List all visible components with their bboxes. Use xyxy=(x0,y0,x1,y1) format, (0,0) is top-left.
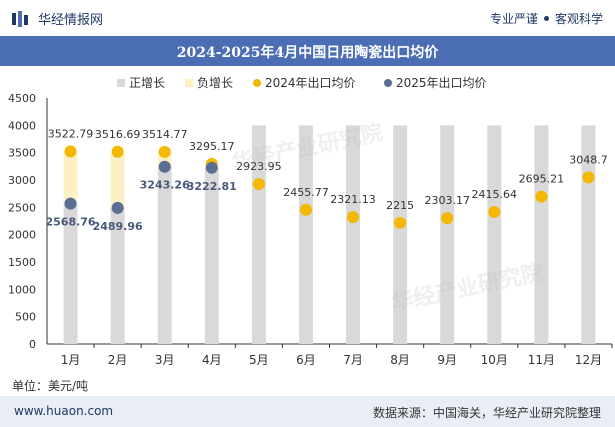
data-point-2024 xyxy=(64,145,77,158)
data-label-2024: 3516.69 xyxy=(95,128,141,141)
tagline-dot-icon xyxy=(543,16,549,21)
x-tick-label: 7月 xyxy=(343,353,363,367)
data-label-2024: 2415.64 xyxy=(472,188,518,201)
x-tick-label: 4月 xyxy=(202,353,222,367)
data-point-2024 xyxy=(582,171,595,184)
tagline-left: 专业严谨 xyxy=(489,12,538,26)
x-tick-label: 11月 xyxy=(528,353,555,367)
x-tick-label: 2月 xyxy=(108,353,128,367)
brand: 华经情报网 xyxy=(12,9,103,28)
data-point-2025 xyxy=(205,161,218,174)
legend-marker xyxy=(253,79,261,87)
negative-growth-base-bar xyxy=(204,167,219,344)
legend-label: 2025年出口均价 xyxy=(396,76,487,90)
tagline-right: 客观科学 xyxy=(554,12,603,26)
website-link[interactable]: www.huaon.com xyxy=(14,404,114,418)
chart-area: 正增长 负增长 2024年出口均价 2025年出口均价 0 500 1000 1500 2000… xyxy=(8,76,613,367)
y-tick-label: 3500 xyxy=(8,147,36,160)
y-tick-label: 2500 xyxy=(8,201,36,214)
legend-swatch xyxy=(117,79,125,87)
positive-growth-bar xyxy=(534,125,549,344)
data-point-2025 xyxy=(64,197,77,210)
data-label-2024: 2303.17 xyxy=(424,194,470,207)
data-point-2024 xyxy=(347,211,360,224)
x-tick-label: 3月 xyxy=(155,353,175,367)
x-tick-label: 10月 xyxy=(481,353,508,367)
y-tick-label: 1500 xyxy=(8,256,36,269)
data-label-2024: 3048.7 xyxy=(569,153,608,166)
unit-label: 单位：美元/吨 xyxy=(12,379,89,393)
data-label-2024: 3514.77 xyxy=(142,128,188,141)
data-point-2025 xyxy=(158,160,171,173)
x-tick-label: 1月 xyxy=(61,353,81,367)
legend-label: 负增长 xyxy=(197,76,233,90)
data-label-2024: 2923.95 xyxy=(236,160,282,173)
footer: www.huaon.com 数据来源：中国海关，华经产业研究院整理 xyxy=(0,396,615,427)
y-tick-label: 500 xyxy=(15,311,36,324)
data-source: 数据来源：中国海关，华经产业研究院整理 xyxy=(372,406,601,420)
y-tick-label: 4000 xyxy=(8,119,36,132)
y-tick-label: 0 xyxy=(29,338,36,351)
data-label-2024: 3295.17 xyxy=(189,140,235,153)
negative-growth-base-bar xyxy=(110,207,125,344)
data-point-2024 xyxy=(158,145,171,158)
positive-growth-bar xyxy=(298,125,313,344)
y-tick-label: 2000 xyxy=(8,229,36,242)
data-label-2025: 3222.81 xyxy=(187,180,237,193)
top-bar: 华经情报网 专业严谨 客观科学 xyxy=(0,0,615,36)
data-label-2024: 2455.77 xyxy=(283,186,329,199)
legend-swatch xyxy=(185,79,193,87)
positive-growth-bar xyxy=(487,125,502,344)
positive-growth-bar xyxy=(346,125,361,344)
chart-title: 2024-2025年4月中国日用陶瓷出口均价 xyxy=(176,45,439,61)
data-label-2024: 3522.79 xyxy=(48,127,94,140)
data-point-2024 xyxy=(535,190,548,203)
y-tick-label: 3000 xyxy=(8,174,36,187)
data-point-2024 xyxy=(111,145,124,158)
y-tick-label: 1000 xyxy=(8,283,36,296)
legend-label: 2024年出口均价 xyxy=(265,76,356,90)
negative-growth-base-bar xyxy=(63,203,78,344)
title-bar: 2024-2025年4月中国日用陶瓷出口均价 xyxy=(0,36,615,66)
negative-growth-base-bar xyxy=(157,166,172,344)
data-point-2024 xyxy=(394,216,407,229)
data-label-2025: 2568.76 xyxy=(45,216,95,229)
legend-label: 正增长 xyxy=(129,76,165,90)
legend-marker xyxy=(384,79,392,87)
data-label-2025: 2489.96 xyxy=(93,220,143,233)
positive-growth-bar xyxy=(440,125,455,344)
data-point-2024 xyxy=(441,212,454,225)
tagline: 专业严谨 客观科学 xyxy=(490,10,603,27)
x-tick-label: 6月 xyxy=(296,353,316,367)
data-point-2024 xyxy=(252,178,265,191)
data-point-2024 xyxy=(488,205,501,218)
data-label-2024: 2695.21 xyxy=(519,173,565,186)
y-tick-label: 4500 xyxy=(8,92,36,105)
x-tick-label: 9月 xyxy=(437,353,457,367)
data-label-2024: 2321.13 xyxy=(330,193,376,206)
data-label-2024: 2215 xyxy=(386,199,414,212)
negative-growth-bar xyxy=(110,151,125,208)
data-point-2025 xyxy=(111,201,124,214)
x-tick-label: 5月 xyxy=(249,353,269,367)
data-point-2024 xyxy=(299,203,312,216)
x-tick-label: 8月 xyxy=(390,353,410,367)
negative-growth-bar xyxy=(63,151,78,204)
positive-growth-bar xyxy=(393,125,408,344)
x-tick-label: 12月 xyxy=(575,353,602,367)
brand-name: 华经情报网 xyxy=(38,13,104,28)
data-label-2025: 3243.26 xyxy=(140,179,190,192)
brand-logo-icon xyxy=(12,10,28,27)
